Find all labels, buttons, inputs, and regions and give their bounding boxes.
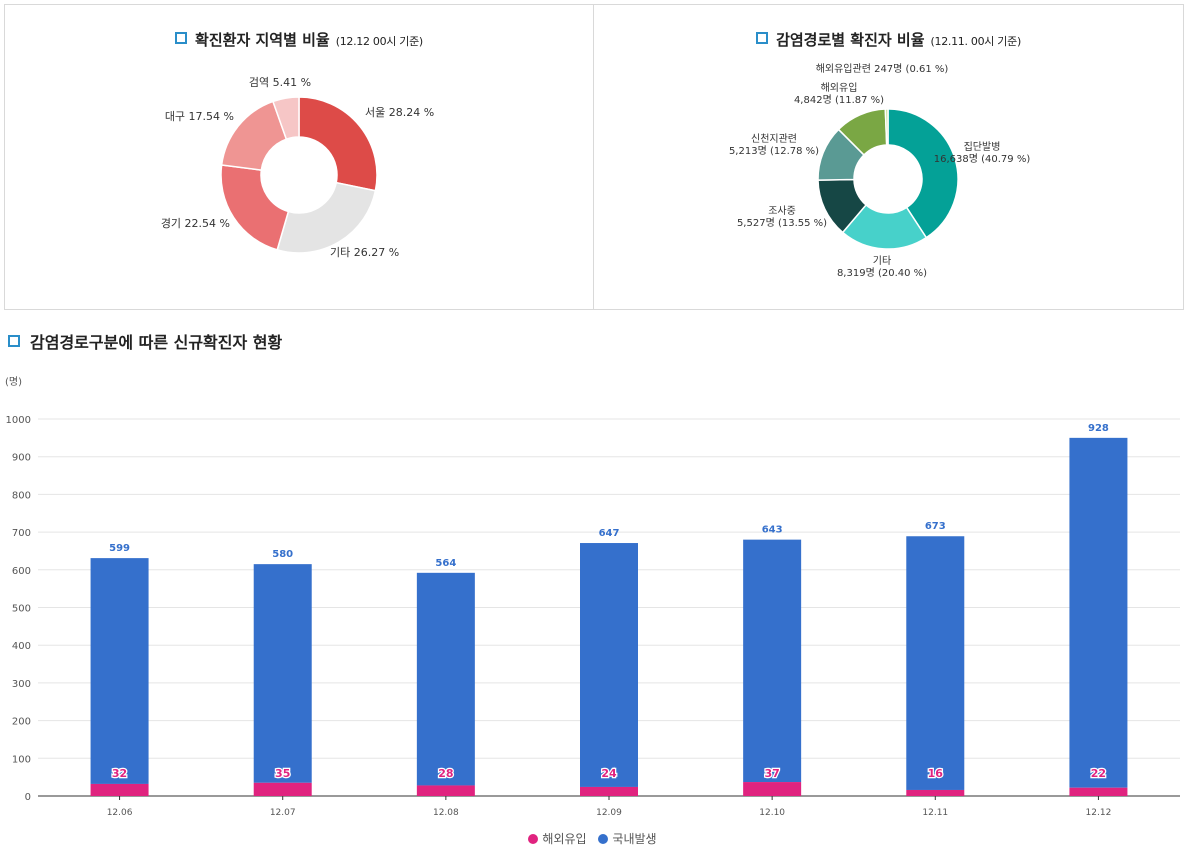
domestic-value-label: 580 bbox=[272, 549, 293, 560]
y-tick-label: 100 bbox=[12, 754, 31, 765]
y-tick-label: 700 bbox=[12, 528, 31, 539]
slice-label: 기타 8,319명 (20.40 %) bbox=[837, 255, 927, 279]
bar-domestic bbox=[90, 558, 149, 784]
domestic-value-label: 643 bbox=[762, 525, 783, 536]
chart-legend: 해외유입 국내발생 bbox=[0, 830, 1185, 847]
bar-overseas bbox=[580, 786, 638, 796]
overseas-value-label: 37 bbox=[764, 767, 779, 780]
x-tick-label: 12.11 bbox=[922, 808, 948, 818]
region-donut-chart: 서울 28.24 % 기타 26.27 % 경기 22.54 % 대구 17.54 %… bbox=[161, 76, 434, 259]
region-ratio-title: 확진환자 지역별 비율 (12.12 00시 기준) bbox=[5, 29, 593, 50]
donut-slice bbox=[884, 108, 889, 146]
domestic-value-label: 673 bbox=[925, 521, 946, 532]
overseas-value-label: 32 bbox=[112, 767, 127, 780]
overseas-value-label: 22 bbox=[1091, 767, 1106, 780]
new-cases-section-title: 감염경로구분에 따른 신규확진자 현황 bbox=[8, 329, 282, 353]
overseas-value-label: 16 bbox=[928, 767, 944, 780]
y-tick-label: 900 bbox=[12, 453, 31, 464]
x-tick-label: 12.10 bbox=[759, 808, 785, 818]
bar-overseas bbox=[416, 785, 475, 796]
route-donut-chart: 집단발병 16,638명 (40.79 %) 기타 8,319명 (20.40 %) 조… bbox=[729, 62, 1031, 279]
donut-slice bbox=[272, 96, 300, 141]
domestic-value-label: 564 bbox=[435, 558, 456, 569]
slice-label: 조사중 5,527명 (13.55 %) bbox=[737, 205, 827, 229]
region-ratio-subtitle: (12.12 00시 기준) bbox=[335, 35, 424, 48]
legend-item-domestic[interactable]: 국내발생 bbox=[598, 830, 657, 847]
domestic-value-label: 599 bbox=[109, 543, 130, 554]
slice-label: 서울 28.24 % bbox=[365, 106, 434, 119]
x-tick-label: 12.09 bbox=[596, 808, 622, 818]
x-tick-label: 12.06 bbox=[107, 808, 133, 818]
overseas-value-label: 24 bbox=[601, 767, 617, 780]
slice-label: 경기 22.54 % bbox=[161, 217, 230, 230]
title-marker-icon bbox=[175, 32, 188, 44]
title-marker-icon bbox=[8, 335, 20, 347]
legend-item-overseas[interactable]: 해외유입 bbox=[528, 830, 587, 847]
x-tick-label: 12.12 bbox=[1086, 808, 1112, 818]
bar-domestic bbox=[1069, 437, 1128, 788]
bar-domestic bbox=[906, 536, 965, 790]
donut-slice bbox=[887, 108, 959, 239]
y-tick-label: 500 bbox=[12, 604, 31, 615]
domestic-value-label: 928 bbox=[1088, 423, 1109, 434]
y-tick-label: 200 bbox=[12, 717, 31, 728]
route-ratio-title: 감염경로별 확진자 비율 (12.11. 00시 기준) bbox=[594, 29, 1183, 50]
x-tick-label: 12.08 bbox=[433, 808, 459, 818]
bar-overseas bbox=[906, 789, 965, 796]
slice-label: 신천지관련 5,213명 (12.78 %) bbox=[729, 133, 819, 157]
slice-label: 해외유입관련 247명 (0.61 %) bbox=[816, 62, 949, 75]
slice-label: 해외유입 4,842명 (11.87 %) bbox=[794, 81, 884, 106]
slice-label: 대구 17.54 % bbox=[165, 110, 234, 123]
overseas-value-label: 28 bbox=[438, 767, 453, 780]
y-tick-label: 800 bbox=[12, 490, 31, 501]
slice-label: 검역 5.41 % bbox=[249, 76, 311, 89]
route-ratio-subtitle: (12.11. 00시 기준) bbox=[930, 35, 1022, 48]
x-tick-label: 12.07 bbox=[270, 808, 296, 818]
bar-domestic bbox=[253, 564, 312, 783]
region-ratio-panel: 확진환자 지역별 비율 (12.12 00시 기준) 서울 28.24 % 기타 2… bbox=[4, 4, 594, 310]
y-tick-label: 0 bbox=[25, 792, 31, 803]
bar-domestic bbox=[416, 572, 475, 786]
y-tick-label: 400 bbox=[12, 641, 31, 652]
slice-label: 기타 26.27 % bbox=[330, 246, 399, 259]
y-tick-label: 300 bbox=[12, 679, 31, 690]
bar-overseas bbox=[743, 782, 802, 796]
overseas-value-label: 35 bbox=[275, 767, 290, 780]
overseas-legend-dot bbox=[528, 834, 539, 844]
bar-domestic bbox=[580, 543, 638, 787]
domestic-legend-dot bbox=[598, 834, 609, 844]
y-axis-label: (명) bbox=[5, 376, 22, 388]
donut-slice bbox=[298, 96, 378, 192]
domestic-value-label: 647 bbox=[599, 528, 620, 539]
y-tick-label: 1000 bbox=[6, 415, 31, 426]
y-tick-label: 600 bbox=[12, 566, 31, 577]
bar-overseas bbox=[90, 783, 149, 796]
title-marker-icon bbox=[756, 32, 769, 44]
route-ratio-panel: 감염경로별 확진자 비율 (12.11. 00시 기준) 집단발병 16,638명 … bbox=[593, 4, 1184, 310]
bar-domestic bbox=[743, 539, 802, 783]
donut-slice bbox=[276, 181, 377, 254]
slice-label: 집단발병 16,638명 (40.79 %) bbox=[934, 141, 1031, 165]
bar-overseas bbox=[1069, 787, 1128, 796]
bar-overseas bbox=[253, 782, 312, 796]
donut-slice bbox=[220, 164, 290, 251]
new-cases-bar-chart: (명) 0 100 200 300 400 500 600 700 800 900 1000 599 32… bbox=[5, 376, 1180, 818]
